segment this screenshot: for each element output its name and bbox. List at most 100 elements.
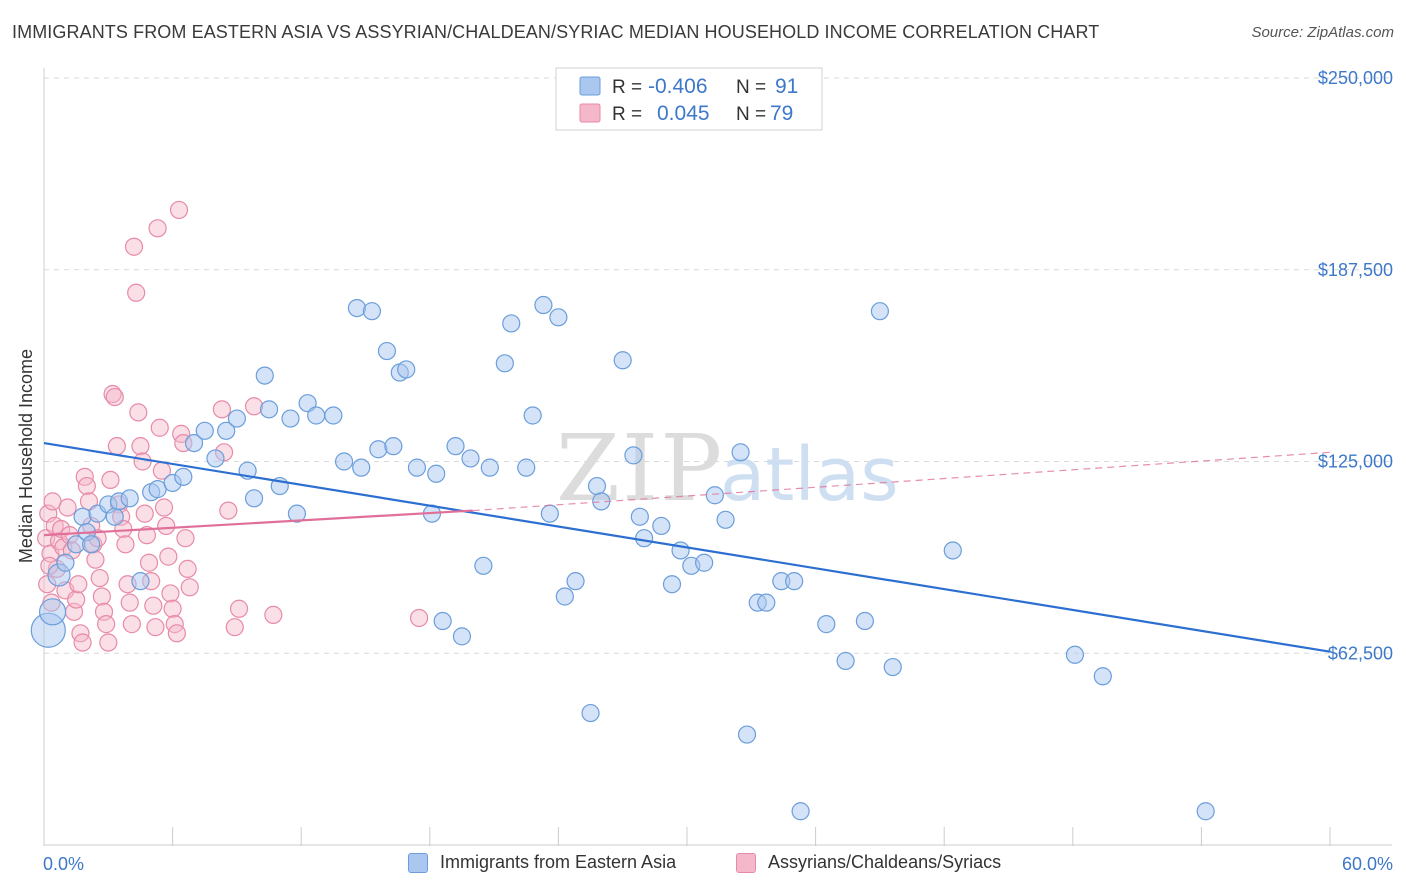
data-point-eastern-asia	[184, 433, 204, 453]
data-point-assyrians	[264, 605, 283, 625]
data-point-eastern-asia	[1065, 645, 1085, 664]
data-point-assyrians	[169, 200, 189, 220]
data-point-eastern-asia	[298, 394, 317, 413]
data-point-eastern-asia	[635, 529, 654, 548]
legend-item-eastern-asia: Immigrants from Eastern Asia	[408, 852, 676, 873]
data-point-eastern-asia	[446, 437, 465, 456]
data-point-eastern-asia	[1196, 802, 1215, 821]
data-point-eastern-asia	[397, 360, 416, 379]
data-point-assyrians	[92, 587, 111, 606]
data-point-assyrians	[120, 593, 139, 612]
data-point-assyrians	[219, 501, 238, 520]
axis-layer	[43, 68, 1392, 846]
data-point-assyrians	[157, 516, 176, 536]
data-point-eastern-asia	[943, 541, 962, 560]
data-point-eastern-asia	[731, 443, 750, 462]
trend-lines	[43, 442, 1331, 653]
data-point-assyrians	[90, 568, 109, 588]
data-point-eastern-asia	[307, 406, 326, 425]
data-point-eastern-asia	[255, 366, 274, 385]
data-point-assyrians	[148, 219, 167, 238]
data-point-assyrians	[77, 476, 96, 496]
data-point-assyrians	[180, 578, 199, 597]
data-point-eastern-asia	[195, 421, 214, 440]
series-legend: Immigrants from Eastern Asia Assyrians/C…	[0, 852, 1406, 878]
data-point-assyrians	[97, 615, 116, 634]
data-point-eastern-asia	[407, 458, 427, 477]
data-point-eastern-asia	[427, 464, 446, 483]
data-point-eastern-asia	[613, 351, 632, 370]
data-point-assyrians	[73, 633, 92, 652]
data-point-eastern-asia	[855, 611, 874, 631]
data-point-eastern-asia	[495, 354, 514, 373]
data-point-eastern-asia	[461, 449, 480, 468]
data-point-eastern-asia	[540, 504, 559, 523]
watermark-zip: ZIP	[556, 415, 724, 522]
data-point-assyrians	[409, 608, 429, 628]
data-point-eastern-asia	[870, 302, 890, 321]
data-point-eastern-asia	[817, 615, 836, 634]
legend-label-eastern-asia: Immigrants from Eastern Asia	[440, 852, 677, 872]
data-point-eastern-asia	[217, 421, 236, 440]
data-point-eastern-asia	[474, 556, 493, 575]
legend-swatch-assyrians	[736, 852, 756, 873]
data-point-assyrians	[229, 599, 249, 618]
y-tick-label: $62,500	[1328, 643, 1393, 663]
data-point-assyrians	[105, 387, 124, 407]
data-point-assyrians	[107, 437, 126, 456]
data-point-eastern-asia	[630, 507, 649, 526]
data-point-eastern-asia	[244, 489, 264, 508]
data-point-assyrians	[167, 624, 186, 643]
data-point-eastern-asia	[120, 489, 139, 508]
data-point-eastern-asia	[480, 458, 499, 477]
legend-r-value-pink: 0.045	[657, 102, 710, 125]
pink-series-points	[37, 200, 429, 652]
data-point-eastern-asia	[785, 572, 804, 591]
data-point-eastern-asia	[347, 299, 367, 318]
data-point-assyrians	[129, 403, 148, 422]
data-point-assyrians	[139, 553, 159, 572]
x-tick-label-max: 60.0%	[1342, 854, 1393, 874]
data-point-eastern-asia	[82, 535, 101, 554]
data-point-eastern-asia	[131, 572, 150, 591]
data-point-eastern-asia	[566, 572, 585, 591]
data-point-eastern-asia	[105, 507, 124, 526]
legend-n-label-pink: N =	[736, 104, 766, 125]
data-point-eastern-asia	[705, 486, 724, 505]
data-point-eastern-asia	[587, 476, 607, 496]
data-point-eastern-asia	[206, 449, 225, 468]
y-axis-label: Median Household Income	[16, 349, 36, 563]
data-point-assyrians	[127, 283, 146, 302]
data-point-assyrians	[103, 384, 122, 404]
legend-r-value-blue: -0.406	[648, 75, 708, 98]
data-point-assyrians	[101, 470, 120, 490]
y-tick-label: $187,500	[1318, 260, 1393, 280]
data-point-assyrians	[133, 452, 152, 471]
data-point-assyrians	[79, 492, 99, 511]
data-point-eastern-asia	[334, 452, 354, 471]
data-point-assyrians	[99, 633, 118, 652]
legend-swatch-eastern-asia	[408, 852, 428, 873]
data-point-assyrians	[225, 618, 244, 637]
data-point-assyrians	[58, 498, 77, 517]
trend-line-assyrians	[43, 509, 473, 537]
data-point-eastern-asia	[549, 308, 568, 327]
data-point-eastern-asia	[662, 575, 682, 594]
data-point-assyrians	[116, 535, 135, 554]
chart-title: IMMIGRANTS FROM EASTERN ASIA VS ASSYRIAN…	[12, 22, 1100, 42]
data-point-assyrians	[161, 584, 180, 603]
legend-r-label-pink: R =	[612, 104, 642, 125]
data-point-assyrians	[86, 550, 105, 569]
watermark: ZIP atlas	[556, 415, 899, 522]
data-point-assyrians	[67, 590, 86, 609]
data-point-assyrians	[131, 437, 150, 456]
data-point-eastern-asia	[73, 507, 92, 526]
data-point-eastern-asia	[624, 446, 643, 465]
legend-n-value-blue: 91	[775, 75, 798, 98]
legend-n-label-blue: N =	[736, 77, 766, 98]
data-point-eastern-asia	[502, 314, 521, 333]
data-point-eastern-asia	[652, 516, 671, 536]
data-point-assyrians	[146, 618, 165, 637]
legend-r-label-blue: R =	[612, 77, 642, 98]
data-point-assyrians	[122, 615, 141, 634]
